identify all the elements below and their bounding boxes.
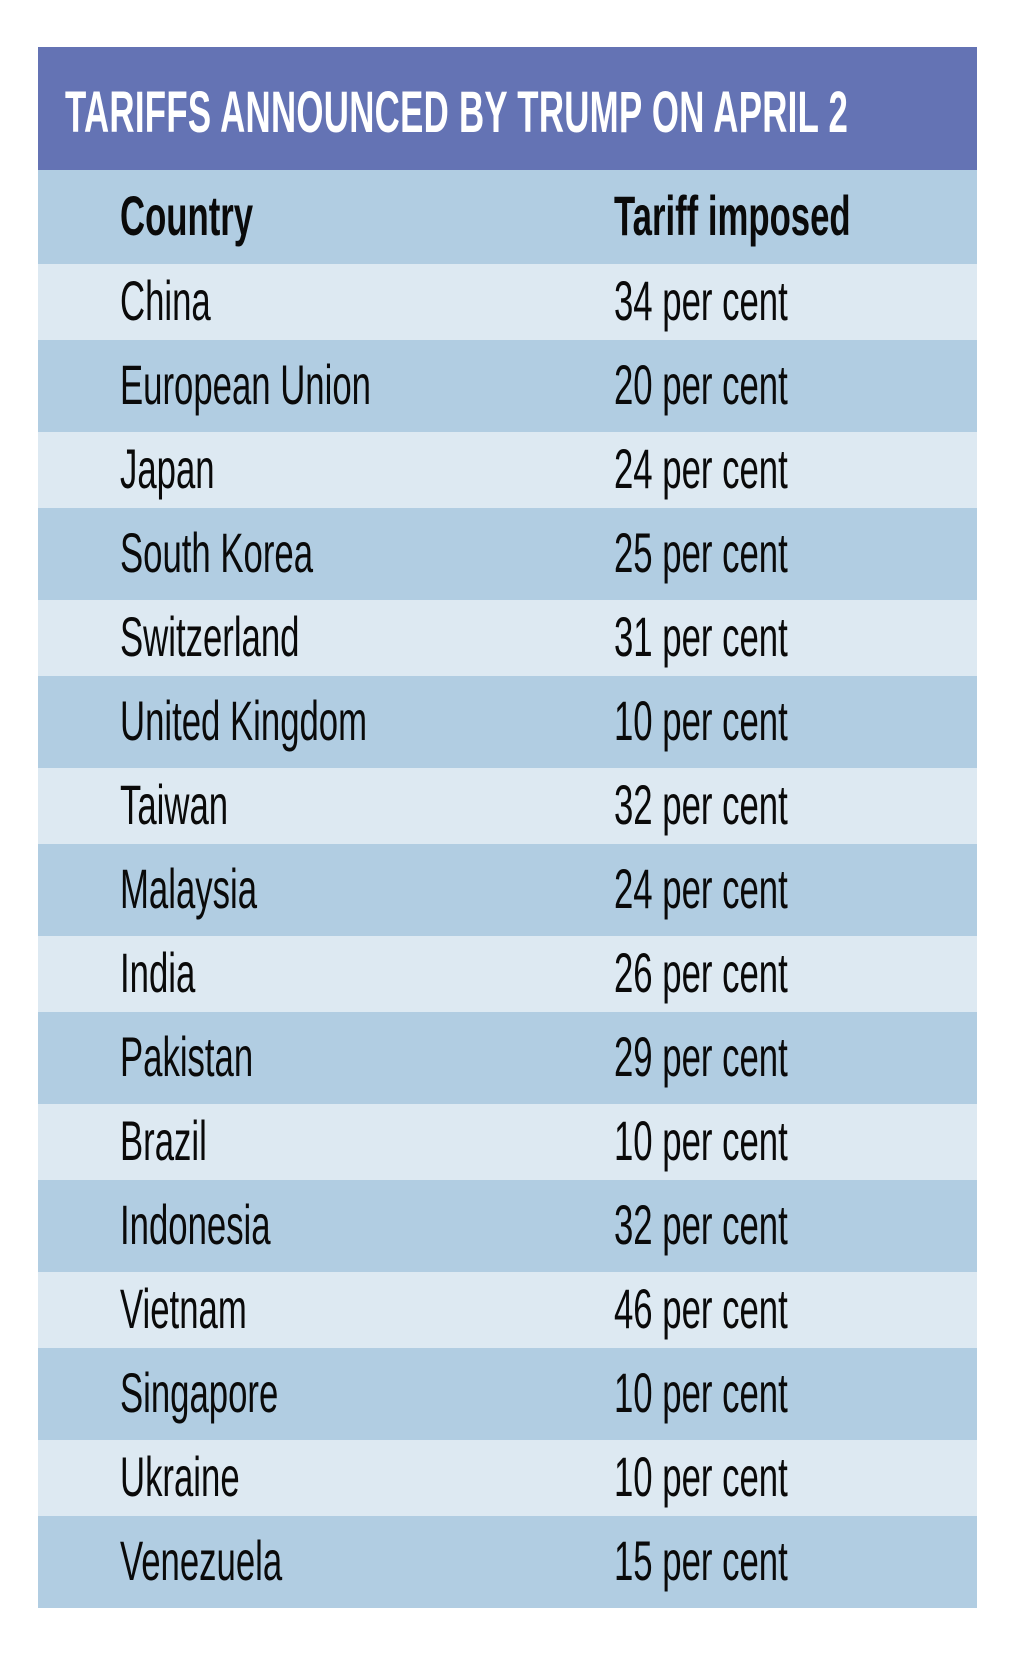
country-cell: India xyxy=(120,941,196,1004)
table-row: European Union 20 per cent xyxy=(38,340,977,432)
table-row: Vietnam 46 per cent xyxy=(38,1272,977,1348)
tariff-cell: 26 per cent xyxy=(614,941,788,1004)
table-row: United Kingdom 10 per cent xyxy=(38,676,977,768)
country-cell: Malaysia xyxy=(120,857,258,920)
table-body: China 34 per cent European Union 20 per cen… xyxy=(38,264,977,1608)
table-row: Japan 24 per cent xyxy=(38,432,977,508)
table-row: Brazil 10 per cent xyxy=(38,1104,977,1180)
table-row: Indonesia 32 per cent xyxy=(38,1180,977,1272)
country-cell: Indonesia xyxy=(120,1193,271,1256)
table-title-bar: TARIFFS ANNOUNCED BY TRUMP ON APRIL 2 xyxy=(38,47,977,170)
tariff-cell: 15 per cent xyxy=(614,1529,788,1592)
tariffs-table: TARIFFS ANNOUNCED BY TRUMP ON APRIL 2 Co… xyxy=(38,47,977,1608)
country-cell: China xyxy=(120,269,211,332)
table-row: Singapore 10 per cent xyxy=(38,1348,977,1440)
table-row: Switzerland 31 per cent xyxy=(38,600,977,676)
tariff-cell: 31 per cent xyxy=(614,605,788,668)
column-header-country: Country xyxy=(120,184,254,247)
country-cell: Venezuela xyxy=(120,1529,283,1592)
tariff-cell: 29 per cent xyxy=(614,1025,788,1088)
table-row: China 34 per cent xyxy=(38,264,977,340)
tariff-cell: 32 per cent xyxy=(614,773,788,836)
column-header-tariff: Tariff imposed xyxy=(614,184,851,247)
country-cell: Singapore xyxy=(120,1361,279,1424)
country-cell: United Kingdom xyxy=(120,689,368,752)
table-header-row: Country Tariff imposed xyxy=(38,170,977,264)
country-cell: Japan xyxy=(120,437,215,500)
country-cell: European Union xyxy=(120,353,371,416)
table-row: Taiwan 32 per cent xyxy=(38,768,977,844)
table-row: Venezuela 15 per cent xyxy=(38,1516,977,1608)
country-cell: Vietnam xyxy=(120,1277,247,1340)
table-row: Malaysia 24 per cent xyxy=(38,844,977,936)
tariff-cell: 24 per cent xyxy=(614,437,788,500)
table-row: Pakistan 29 per cent xyxy=(38,1012,977,1104)
tariff-cell: 46 per cent xyxy=(614,1277,788,1340)
tariff-cell: 10 per cent xyxy=(614,1361,788,1424)
tariff-cell: 24 per cent xyxy=(614,857,788,920)
country-cell: South Korea xyxy=(120,521,314,584)
country-cell: Brazil xyxy=(120,1109,207,1172)
tariff-cell: 10 per cent xyxy=(614,1109,788,1172)
country-cell: Pakistan xyxy=(120,1025,254,1088)
table-row: Ukraine 10 per cent xyxy=(38,1440,977,1516)
tariff-cell: 10 per cent xyxy=(614,689,788,752)
tariff-cell: 34 per cent xyxy=(614,269,788,332)
tariff-cell: 20 per cent xyxy=(614,353,788,416)
tariff-cell: 32 per cent xyxy=(614,1193,788,1256)
country-cell: Ukraine xyxy=(120,1445,240,1508)
country-cell: Taiwan xyxy=(120,773,229,836)
table-row: South Korea 25 per cent xyxy=(38,508,977,600)
tariff-cell: 25 per cent xyxy=(614,521,788,584)
country-cell: Switzerland xyxy=(120,605,300,668)
table-row: India 26 per cent xyxy=(38,936,977,1012)
table-title: TARIFFS ANNOUNCED BY TRUMP ON APRIL 2 xyxy=(65,80,849,145)
tariff-cell: 10 per cent xyxy=(614,1445,788,1508)
